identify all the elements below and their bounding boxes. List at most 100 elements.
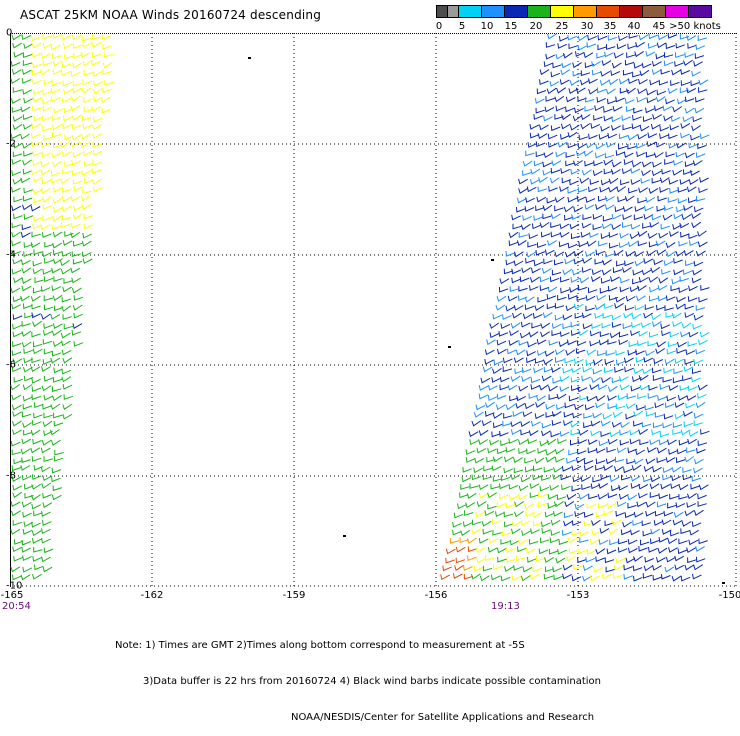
wind-barb: [624, 366, 634, 373]
wind-barb: [525, 197, 535, 203]
wind-barb: [599, 331, 610, 337]
footnote-line-2: 3)Data buffer is 22 hrs from 20160724 4)…: [143, 676, 601, 687]
wind-barb: [20, 177, 31, 184]
wind-barb: [70, 222, 81, 229]
wind-barb: [492, 412, 503, 419]
wind-barb: [643, 312, 653, 319]
wind-barb: [650, 528, 660, 535]
wind-barb: [661, 168, 671, 175]
wind-barb: [652, 161, 662, 168]
wind-barb: [596, 87, 607, 94]
wind-barb: [505, 447, 516, 453]
wind-barb: [606, 141, 616, 148]
wind-barb: [638, 34, 649, 41]
wind-barb: [589, 383, 600, 391]
wind-barb: [633, 555, 643, 562]
wind-barb: [573, 206, 583, 213]
wind-barb: [680, 80, 691, 86]
wind-barb: [563, 512, 574, 519]
wind-barb: [42, 403, 52, 410]
wind-barb: [512, 411, 523, 417]
wind-barb: [638, 276, 649, 283]
wind-barb: [686, 186, 697, 193]
wind-barb: [529, 132, 540, 139]
wind-barb: [559, 186, 569, 193]
wind-barb: [12, 546, 22, 553]
wind-barb: [548, 186, 558, 192]
wind-barb: [591, 269, 602, 276]
wind-barb: [524, 457, 534, 464]
wind-barb: [63, 278, 73, 284]
wind-barb: [101, 34, 112, 41]
wind-barb: [684, 312, 695, 319]
wind-barb: [73, 185, 83, 192]
wind-barb: [489, 332, 500, 339]
wind-barb: [578, 134, 589, 141]
wind-barb: [482, 528, 492, 535]
wind-barb: [669, 331, 680, 338]
wind-barb: [558, 35, 569, 42]
wind-barb: [92, 70, 103, 77]
wind-barb: [614, 466, 624, 472]
wind-barb: [527, 557, 537, 563]
wind-barb: [61, 305, 72, 312]
wind-barb: [535, 141, 546, 147]
wind-barb: [551, 330, 561, 337]
wind-barb: [695, 401, 706, 409]
wind-barb: [12, 314, 23, 321]
wind-barb: [665, 457, 676, 463]
wind-barb: [639, 384, 650, 391]
wind-barb: [82, 79, 92, 86]
legend-tick-label: 30: [580, 21, 594, 32]
wind-barb: [22, 204, 32, 211]
wind-barb: [32, 79, 42, 85]
wind-barb: [601, 573, 612, 580]
wind-barb: [40, 161, 51, 168]
wind-barb: [557, 43, 568, 49]
wind-barb: [616, 501, 627, 508]
wind-barb: [633, 107, 643, 114]
wind-barb: [503, 467, 514, 474]
wind-barb: [611, 125, 621, 131]
wind-barb: [21, 34, 32, 41]
wind-barb: [527, 341, 537, 348]
wind-barb: [11, 186, 21, 193]
wind-barb: [553, 500, 564, 508]
wind-barb: [594, 258, 604, 265]
wind-barb: [607, 492, 618, 499]
wind-barb: [43, 375, 54, 382]
wind-barb: [545, 449, 556, 456]
wind-barb: [648, 295, 659, 302]
wind-barb: [684, 107, 695, 114]
wind-barb: [595, 395, 606, 402]
wind-barb: [52, 33, 63, 39]
wind-barb: [554, 349, 565, 356]
wind-barb: [682, 169, 693, 176]
wind-barb: [675, 42, 685, 49]
wind-barb: [660, 573, 671, 580]
wind-barb: [487, 447, 497, 454]
wind-barb: [650, 123, 661, 130]
wind-barb: [651, 177, 661, 184]
wind-barb: [592, 412, 603, 419]
wind-barb: [528, 393, 538, 399]
wind-barb: [678, 493, 688, 500]
wind-barb: [517, 538, 528, 546]
wind-barb: [590, 420, 601, 427]
wind-barb: [71, 114, 82, 121]
wind-barb: [21, 267, 32, 274]
wind-barb: [645, 350, 655, 357]
wind-barb: [698, 187, 708, 194]
wind-barb: [581, 267, 592, 273]
wind-barb: [687, 43, 697, 49]
wind-barb: [602, 215, 613, 222]
wind-barb: [510, 474, 521, 480]
wind-barb: [629, 429, 640, 436]
wind-barb: [626, 106, 636, 112]
wind-barb: [517, 197, 527, 204]
wind-barb: [597, 350, 607, 357]
wind-barb: [50, 403, 61, 410]
wind-barb: [10, 61, 21, 67]
wind-barb: [20, 133, 30, 140]
wind-barb: [565, 349, 576, 356]
